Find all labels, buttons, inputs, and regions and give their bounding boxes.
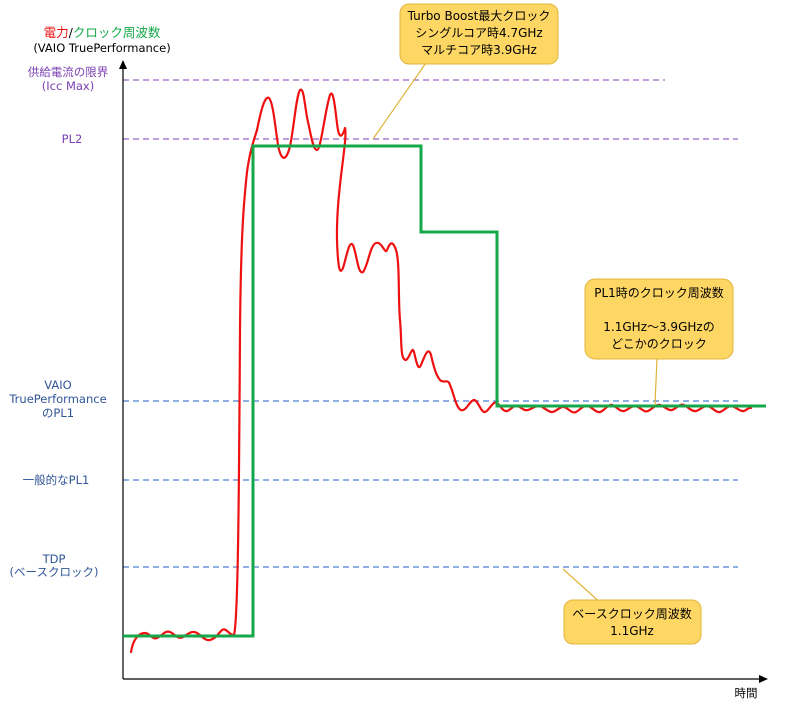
vaio-pl1-label-2: TruePerformance (8, 392, 106, 406)
y-axis-subtitle: (VAIO TruePerformance) (33, 41, 170, 55)
title-clock: クロック周波数 (73, 25, 161, 40)
vaio-pl1-label-3: のPL1 (42, 406, 74, 420)
y-axis (119, 60, 127, 679)
turbo-callout: Turbo Boost最大クロック シングルコア時4.7GHz マルチコア時3.… (399, 3, 559, 65)
tdp-label-1: TDP (42, 552, 66, 566)
base-clock-callout: ベースクロック周波数 1.1GHz (563, 599, 702, 645)
tdp-label-2: (ベースクロック) (10, 565, 99, 579)
pl2-label: PL2 (62, 132, 83, 146)
turbo-callout-pointer (372, 59, 429, 140)
power-curve (129, 88, 753, 654)
pl1-callout-line1: PL1時のクロック周波数 (594, 285, 724, 300)
general-pl1-label: 一般的なPL1 (23, 473, 90, 487)
title-slash: / (69, 25, 74, 40)
pl1-clock-callout: PL1時のクロック周波数 1.1GHz～3.9GHzの どこかのクロック (584, 278, 734, 360)
y-axis-title: 電力/クロック周波数 (44, 25, 161, 40)
clock-step-line (123, 144, 766, 638)
pl1-callout-pointer (654, 357, 658, 406)
pl1-callout-line3: どこかのクロック (611, 337, 707, 351)
x-axis (123, 675, 768, 683)
icc-max-label-1: 供給電流の限界 (28, 65, 109, 79)
base-callout-pointer (562, 568, 604, 606)
x-axis-label: 時間 (735, 686, 758, 700)
vaio-pl1-label-1: VAIO (44, 378, 71, 392)
turbo-callout-line1: Turbo Boost最大クロック (407, 9, 551, 23)
turbo-callout-line2: シングルコア時4.7GHz (415, 26, 542, 40)
base-callout-line1: ベースクロック周波数 (572, 606, 691, 621)
base-callout-line2: 1.1GHz (610, 624, 654, 638)
turbo-callout-line3: マルチコア時3.9GHz (421, 43, 537, 57)
pl1-callout-line2: 1.1GHz～3.9GHzの (603, 320, 714, 334)
title-power: 電力 (44, 25, 69, 40)
icc-max-label-2: (Icc Max) (42, 79, 94, 93)
